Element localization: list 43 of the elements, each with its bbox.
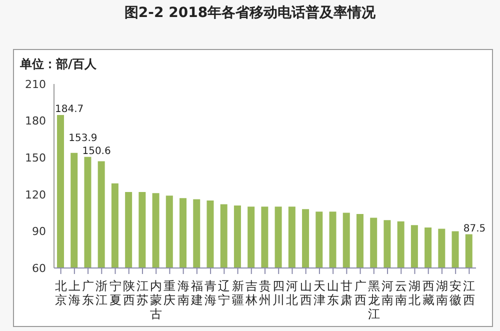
y-tick-label: 60 [32, 262, 46, 275]
y-tick-label: 90 [32, 225, 46, 238]
x-tick-label: 浙江 [96, 279, 108, 307]
data-label: 184.7 [55, 104, 84, 116]
data-label: 87.5 [463, 223, 486, 234]
x-tick-label: 广西 [354, 279, 366, 307]
data-label: 153.9 [68, 132, 98, 144]
x-tick-label: 山东 [327, 279, 340, 307]
x-tick-label: 河南 [382, 279, 394, 307]
data-label: 150.6 [82, 146, 111, 157]
x-tick-label: 海南 [177, 279, 190, 307]
x-tick-label: 江苏 [136, 279, 148, 307]
chart-title: 图2-2 2018年各省移动电话普及率情况 [123, 4, 377, 22]
x-tick-label: 云南 [395, 279, 408, 307]
x-tick-label: 上海 [68, 279, 80, 307]
x-tick-label: 西藏 [422, 279, 434, 307]
x-tick-label: 青海 [204, 279, 217, 307]
x-tick-label: 贵州 [259, 279, 271, 307]
x-tick-label: 黑龙江 [368, 279, 380, 321]
x-tick-label: 湖南 [436, 279, 448, 307]
y-tick-label: 210 [25, 78, 46, 91]
y-tick-label: 150 [25, 152, 46, 165]
x-tick-label: 江西 [463, 279, 476, 307]
x-tick-label: 安徽 [450, 279, 462, 307]
x-tick-label: 内蒙古 [150, 279, 162, 321]
x-tick-label: 天津 [313, 279, 326, 307]
x-tick-label: 陕西 [122, 279, 135, 307]
x-tick-label: 吉林 [244, 279, 258, 307]
x-tick-label: 辽宁 [218, 279, 230, 307]
x-tick-label: 宁夏 [109, 279, 122, 307]
y-tick-label: 180 [25, 114, 46, 128]
x-tick-label: 河北 [286, 279, 298, 307]
x-tick-label: 广东 [82, 279, 94, 307]
x-tick-label: 新疆 [232, 279, 244, 307]
y-axis-title: 单位：部/百人 [20, 56, 96, 73]
y-tick-label: 120 [25, 188, 46, 202]
x-tick-label: 山西 [300, 279, 312, 307]
x-tick-label: 四川 [272, 279, 285, 307]
x-tick-label: 湖北 [408, 279, 421, 307]
x-tick-label: 重庆 [164, 279, 176, 307]
x-tick-label: 北京 [54, 279, 67, 307]
x-tick-label: 甘肃 [340, 279, 353, 307]
x-tick-label: 福建 [190, 279, 203, 307]
